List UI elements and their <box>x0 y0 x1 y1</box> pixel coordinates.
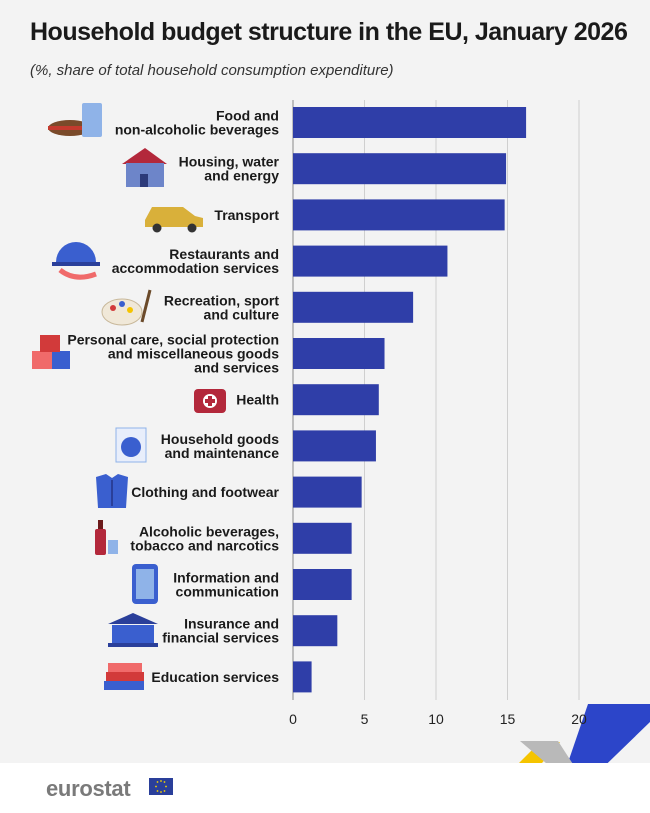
category-label: Restaurants and accommodation services <box>112 246 280 276</box>
footer <box>0 763 650 813</box>
bar <box>293 199 505 231</box>
bar <box>293 615 338 647</box>
bar <box>293 384 379 416</box>
x-tick-label: 10 <box>428 711 444 727</box>
sandwich-glass-icon <box>48 103 102 137</box>
bar <box>293 430 376 462</box>
bar <box>293 153 507 185</box>
category-label: Clothing and footwear <box>131 484 279 500</box>
category-label: Food and non-alcoholic beverages <box>115 108 279 138</box>
bar <box>293 107 527 138</box>
category-label: Education services <box>151 669 279 685</box>
x-tick-label: 20 <box>571 711 587 727</box>
books-icon <box>104 663 144 690</box>
chart-subtitle: (%, share of total household consumption… <box>30 62 394 79</box>
bar <box>293 569 352 600</box>
category-label: Health <box>236 392 279 408</box>
x-tick-label: 5 <box>361 711 369 727</box>
wine-bottle-icon <box>95 520 118 555</box>
category-label: Insurance and financial services <box>162 616 279 646</box>
category-label: Personal care, social protection and misc… <box>67 332 279 376</box>
eurostat-logo: eurostat <box>46 776 131 801</box>
bar <box>293 338 385 369</box>
car-icon <box>145 207 203 233</box>
x-tick-label: 0 <box>289 711 297 727</box>
shirt-icon <box>96 474 128 508</box>
bar <box>293 245 448 277</box>
bank-icon <box>108 613 158 647</box>
category-label: Transport <box>214 207 279 223</box>
category-label: Recreation, sport and culture <box>164 292 279 322</box>
first-aid-kit-icon <box>194 389 226 413</box>
cloche-icon <box>52 242 100 280</box>
bar <box>293 476 362 508</box>
category-label: Household goods and maintenance <box>161 431 279 461</box>
washing-machine-icon <box>115 427 147 463</box>
boxes-icon <box>32 335 70 369</box>
house-icon <box>122 148 167 187</box>
category-label: Housing, water and energy <box>179 154 280 184</box>
bar <box>293 661 312 693</box>
x-tick-label: 15 <box>500 711 516 727</box>
chart-title: Household budget structure in the EU, Ja… <box>30 18 628 46</box>
smartphone-icon <box>132 564 158 604</box>
palette-icon <box>101 289 152 326</box>
bar <box>293 291 414 323</box>
bar <box>293 522 352 554</box>
eu-flag-icon <box>149 778 173 795</box>
category-label: Alcoholic beverages, tobacco and narcotic… <box>130 523 279 553</box>
category-label: Information and communication <box>173 570 279 600</box>
